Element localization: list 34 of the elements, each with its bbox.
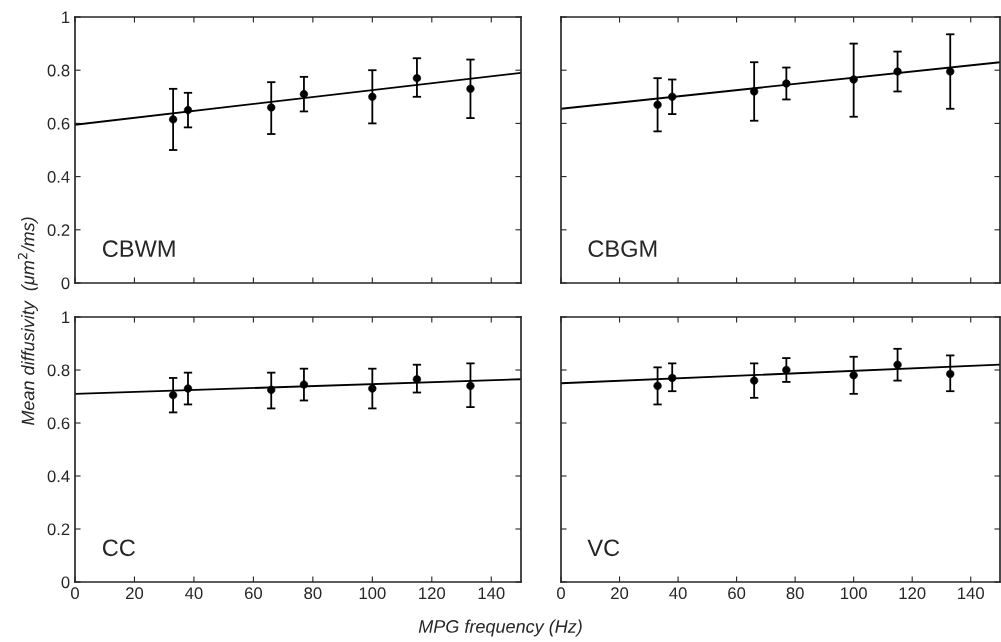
y-tick-label: 0.8 (47, 364, 70, 377)
x-tick-label: 140 (478, 587, 505, 600)
x-tick-label: 120 (899, 587, 926, 600)
x-tick-label: 140 (958, 587, 984, 600)
annotation: VC (587, 539, 620, 557)
x-tick-label: 100 (359, 587, 386, 600)
y-tick-label: 0.2 (47, 224, 70, 236)
y-tick-label: 0 (61, 277, 70, 290)
y-tick-label: 0.6 (47, 117, 70, 130)
y-tick-label: 0 (61, 576, 70, 589)
y-tick-label: 0.4 (47, 171, 70, 183)
y-tick-label: 0.2 (47, 523, 70, 536)
x-tick-label: 20 (126, 587, 144, 600)
y-tick-label: 0.6 (47, 417, 70, 430)
x-tick-label: 20 (611, 587, 629, 600)
x-tick-label: 60 (244, 587, 263, 600)
y-tick-label: 0.8 (47, 64, 70, 77)
x-tick-label: 60 (728, 587, 746, 600)
y-tick-label: 1 (62, 11, 70, 24)
x-tick-label: 0 (71, 587, 79, 600)
y-tick-label: 1 (62, 311, 70, 324)
y-axis-title: Mean diffusivity (μm$^{2}$/ms) (17, 217, 38, 426)
x-tick-label: 40 (185, 587, 203, 600)
x-tick-label: 80 (304, 587, 322, 600)
x-tick-label: 120 (419, 587, 446, 600)
x-tick-label: 40 (669, 587, 687, 600)
x-tick-label: 80 (786, 587, 804, 600)
x-tick-label: 0 (557, 587, 565, 600)
annotation: CBGM (588, 240, 657, 258)
annotation: CBWM (102, 240, 175, 258)
annotation: CC (102, 539, 135, 557)
x-axis-title: MPG frequency (Hz) (418, 619, 582, 637)
y-tick-label: 0.4 (47, 470, 70, 483)
x-tick-label: 100 (841, 587, 867, 600)
